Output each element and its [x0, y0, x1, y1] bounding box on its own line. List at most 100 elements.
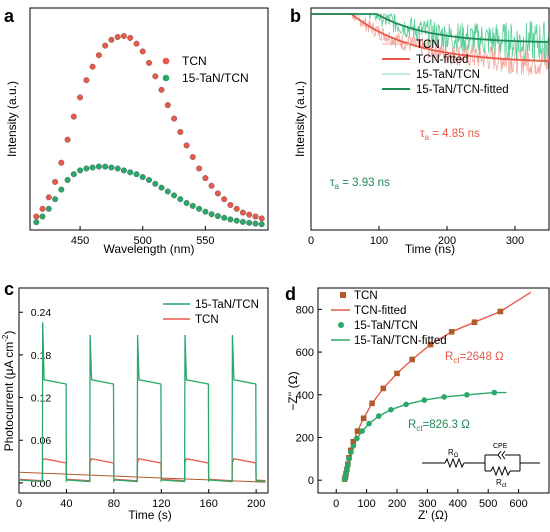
tan-point — [348, 449, 354, 456]
tcn-point — [146, 59, 152, 66]
tan-point — [354, 435, 360, 442]
panel-b-ylabel: Intensity (a.u.) — [293, 81, 307, 157]
tan-point — [152, 180, 159, 187]
panel-c-label: c — [4, 279, 14, 299]
panel-b-legend: TCN TCN-fitted 15-TaN/TCN 15-TaN/TCN-fit… — [382, 39, 509, 96]
tcn-point — [239, 209, 246, 216]
tcn-point — [233, 205, 240, 212]
annotation-rct-tcn-sub: ct — [453, 356, 460, 365]
tcn-point — [360, 415, 367, 422]
circuit-cpe-right — [501, 450, 506, 460]
tan-point — [233, 217, 240, 224]
panel-c-ylabel-end: ) — [2, 331, 16, 335]
tan-photocurrent-line — [18, 322, 266, 483]
tcn-point — [64, 136, 71, 143]
tan-point — [58, 186, 65, 193]
tan-point — [227, 216, 234, 223]
tan-point — [45, 205, 52, 212]
panel-a-ylabel: Intensity (a.u.) — [5, 81, 19, 157]
circuit-label-rct-sub: ct — [502, 483, 507, 489]
tan-point — [127, 169, 134, 176]
panel-c-ytick-label: 0.06 — [31, 435, 52, 447]
panel-a-frame — [29, 7, 269, 231]
panel-a-xticks: 450 500 550 — [71, 226, 215, 247]
tcn-point — [448, 329, 455, 335]
panel-c-ylabel-sup: -2 — [1, 334, 10, 342]
tan-point — [70, 171, 77, 178]
panel-d-ytick-label: 600 — [296, 347, 314, 359]
tcn-point — [120, 33, 127, 39]
panel-a-legend: TCN 15-TaN/TCN — [162, 54, 249, 85]
tan-point — [441, 394, 447, 400]
tan-point — [403, 401, 409, 408]
annotation-tau-tcn-symbol: τ — [420, 128, 425, 140]
annotation-tau-tcn: τa = 4.85 ns — [420, 128, 480, 142]
tan-point — [258, 221, 265, 228]
legend-label-15tan: 15-TaN/TCN — [195, 299, 259, 311]
panel-b-xtick-label: 200 — [438, 235, 456, 247]
circuit-resistor-rs — [444, 457, 465, 469]
panel-c-legend: 15-TaN/TCN TCN — [163, 299, 259, 326]
panel-b-xtick-label: 300 — [506, 235, 524, 247]
tcn-point — [227, 202, 234, 208]
tcn-point — [45, 194, 52, 201]
panel-a-label: a — [4, 6, 15, 26]
tan-point — [343, 471, 349, 477]
tan-fitted-line — [344, 391, 507, 480]
circuit-label-rct: Rct — [496, 478, 507, 489]
tcn-point — [102, 42, 109, 49]
tcn-point — [114, 34, 121, 40]
legend-marker-tcn — [162, 57, 170, 65]
tan-point — [421, 397, 428, 403]
tan-point — [158, 184, 165, 191]
tcn-point — [177, 129, 184, 135]
tan-point — [89, 164, 96, 171]
tan-point — [359, 428, 365, 434]
tan-point — [350, 443, 357, 449]
panel-d-xtick-label: 0 — [333, 498, 339, 510]
tan-point — [177, 196, 184, 203]
circuit-label-rs: RΩ — [448, 448, 459, 459]
tcn-point — [70, 113, 77, 120]
annotation-tau-tcn-value: = 4.85 ns — [429, 128, 480, 140]
legend-label-tcn-fitted: TCN-fitted — [354, 305, 406, 317]
tcn-point — [108, 36, 115, 43]
annotation-tau-tcn-sub: a — [425, 133, 430, 142]
legend-label-15tan: 15-TaN/TCN — [182, 71, 249, 85]
annotation-rct-tcn-value: =2648 Ω — [460, 351, 504, 363]
tcn-point — [77, 94, 84, 101]
circuit-resistor-rct — [490, 465, 511, 477]
tan-point — [108, 164, 115, 171]
panel-d: d 0 100 200 300 400 500 600 0 200 400 600 800 Z' (Ω… — [285, 284, 550, 522]
circuit-label-rs-sub: Ω — [454, 453, 459, 459]
annotation-rct-tcn-symbol: R — [445, 351, 453, 363]
legend-marker-15tan — [162, 74, 170, 82]
tcn-point — [39, 205, 46, 212]
panel-d-legend: TCN TCN-fitted 15-TaN/TCN 15-TaN/TCN-fit… — [331, 290, 447, 347]
tcn-point — [208, 182, 215, 189]
panel-d-xtick-label: 300 — [418, 498, 436, 510]
tcn-point — [33, 213, 40, 220]
tcn-point — [394, 370, 400, 377]
panel-b-label: b — [290, 6, 301, 26]
tan-fitted-line — [311, 13, 549, 43]
tan-point — [146, 177, 152, 183]
panel-d-ticks: 0 100 200 300 400 500 600 0 200 400 600 800 — [296, 304, 528, 510]
tcn-point — [183, 142, 190, 149]
panel-c-ytick-label: 0.12 — [31, 393, 52, 405]
panel-c-xtick-label: 0 — [16, 498, 22, 510]
annotation-rct-tcn: Rct=2648 Ω — [445, 351, 504, 365]
panel-b-xtick-label: 0 — [308, 235, 314, 247]
tan-point — [196, 205, 203, 212]
tan-point — [208, 211, 215, 218]
tcn-point — [369, 400, 375, 407]
legend-label-tcn: TCN — [195, 314, 219, 326]
panel-d-xtick-label: 500 — [479, 498, 497, 510]
panel-b-frame — [310, 7, 550, 231]
panel-c-xlabel: Time (s) — [128, 508, 172, 522]
panel-a: a 450 500 550 Wavelength (nm) Intensity (a… — [4, 6, 269, 256]
tcn-point — [497, 308, 504, 315]
legend-marker-15tan — [338, 322, 344, 328]
